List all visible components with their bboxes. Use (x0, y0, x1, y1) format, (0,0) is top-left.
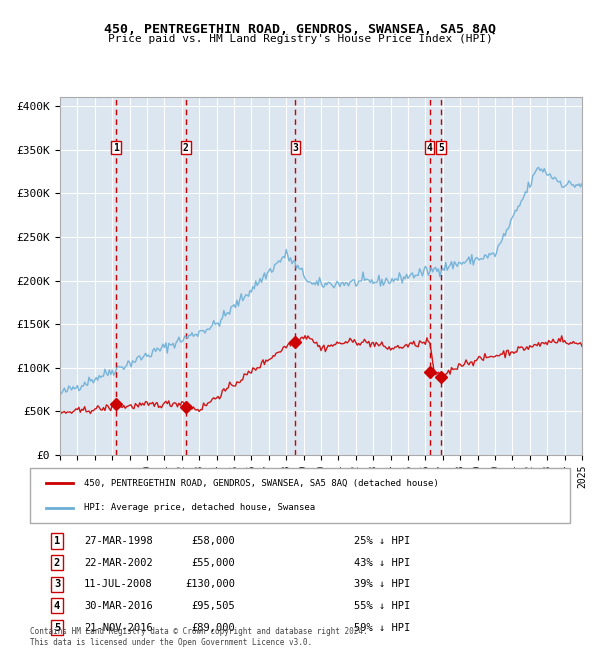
Text: 3: 3 (292, 142, 298, 153)
Text: 5: 5 (438, 142, 444, 153)
Text: 43% ↓ HPI: 43% ↓ HPI (354, 558, 410, 567)
Text: 5: 5 (54, 623, 60, 632)
Text: 55% ↓ HPI: 55% ↓ HPI (354, 601, 410, 611)
Text: HPI: Average price, detached house, Swansea: HPI: Average price, detached house, Swan… (84, 503, 315, 512)
Text: £95,505: £95,505 (191, 601, 235, 611)
Text: 450, PENTREGETHIN ROAD, GENDROS, SWANSEA, SA5 8AQ: 450, PENTREGETHIN ROAD, GENDROS, SWANSEA… (104, 23, 496, 36)
Text: 4: 4 (54, 601, 60, 611)
Text: Price paid vs. HM Land Registry's House Price Index (HPI): Price paid vs. HM Land Registry's House … (107, 34, 493, 44)
Text: 39% ↓ HPI: 39% ↓ HPI (354, 579, 410, 589)
Text: 22-MAR-2002: 22-MAR-2002 (84, 558, 153, 567)
Text: 59% ↓ HPI: 59% ↓ HPI (354, 623, 410, 632)
Text: 30-MAR-2016: 30-MAR-2016 (84, 601, 153, 611)
Text: £58,000: £58,000 (191, 536, 235, 546)
Text: 27-MAR-1998: 27-MAR-1998 (84, 536, 153, 546)
Text: 2: 2 (182, 142, 188, 153)
Text: £130,000: £130,000 (185, 579, 235, 589)
Text: 1: 1 (54, 536, 60, 546)
Text: £89,000: £89,000 (191, 623, 235, 632)
Text: 25% ↓ HPI: 25% ↓ HPI (354, 536, 410, 546)
Text: 4: 4 (427, 142, 433, 153)
Text: 3: 3 (54, 579, 60, 589)
Text: 21-NOV-2016: 21-NOV-2016 (84, 623, 153, 632)
Text: 2: 2 (54, 558, 60, 567)
Text: £55,000: £55,000 (191, 558, 235, 567)
FancyBboxPatch shape (30, 468, 570, 523)
Text: 11-JUL-2008: 11-JUL-2008 (84, 579, 153, 589)
Text: 1: 1 (113, 142, 119, 153)
Text: Contains HM Land Registry data © Crown copyright and database right 2024.
This d: Contains HM Land Registry data © Crown c… (30, 627, 368, 647)
Text: 450, PENTREGETHIN ROAD, GENDROS, SWANSEA, SA5 8AQ (detached house): 450, PENTREGETHIN ROAD, GENDROS, SWANSEA… (84, 479, 439, 488)
